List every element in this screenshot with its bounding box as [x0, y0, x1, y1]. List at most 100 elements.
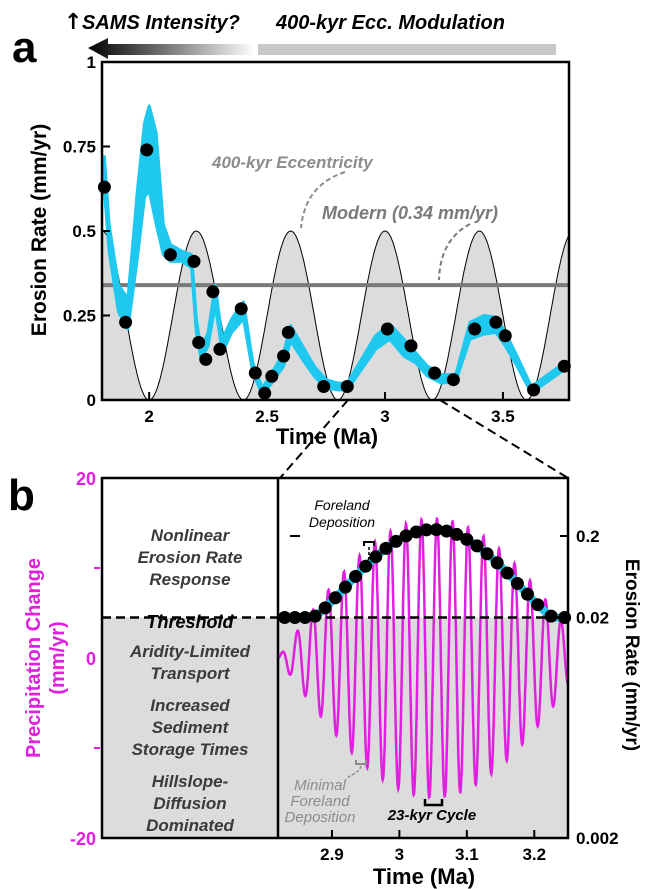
- lower-text-line: Dominated: [146, 816, 234, 835]
- erosion-point-b: [490, 556, 504, 570]
- lower-text-line: Storage Times: [132, 740, 249, 759]
- erosion-point-b: [389, 534, 403, 548]
- erosion-point-b: [359, 559, 373, 573]
- minimal-foreland-3: Deposition: [285, 809, 356, 826]
- y-tick-label: 0.75: [63, 138, 96, 157]
- x-tick-label-b: 3.1: [455, 845, 479, 864]
- erosion-point-b: [521, 587, 534, 601]
- foreland-bracket: [363, 541, 375, 546]
- zoom-line-left: [279, 399, 349, 479]
- erosion-point-b: [544, 609, 558, 623]
- x-tick-label: 2.5: [255, 407, 279, 426]
- y-tick-label: 1: [87, 53, 96, 72]
- modern-annotation: Modern (0.34 mm/yr): [322, 203, 498, 223]
- erosion-point-b: [430, 523, 443, 537]
- lower-text-line: Aridity-Limited: [129, 642, 251, 661]
- panel-b-frame: [100, 476, 570, 840]
- erosion-point: [428, 366, 442, 380]
- x-tick-label: 3.5: [491, 407, 515, 426]
- erosion-point-b: [470, 539, 484, 553]
- sams-arrow: [88, 38, 255, 59]
- erosion-point-b: [338, 580, 352, 594]
- cycle-label: 23-kyr Cycle: [387, 807, 476, 824]
- ecc-annotation: 400-kyr Eccentricity: [211, 153, 374, 172]
- erosion-point: [97, 180, 111, 194]
- erosion-point-b: [510, 577, 524, 590]
- panel-b-xlabel: Time (Ma): [373, 864, 475, 889]
- erosion-point: [119, 315, 133, 329]
- erosion-point: [163, 248, 177, 262]
- erosion-point-b: [318, 601, 332, 615]
- erosion-point: [206, 285, 220, 299]
- upper-text-line: Nonlinear: [151, 526, 231, 545]
- x-tick-label: 2: [144, 407, 153, 426]
- erosion-point-b: [349, 569, 363, 583]
- erosion-point: [498, 329, 512, 343]
- erosion-point: [140, 143, 154, 157]
- sams-intensity-text: SAMS Intensity?: [82, 12, 240, 34]
- lower-text-line: Sediment: [152, 718, 230, 737]
- x-tick-label: 3: [380, 407, 389, 426]
- y-tick-label: 0.25: [63, 307, 96, 326]
- modulation-bar: [258, 44, 556, 55]
- erosion-point: [527, 383, 541, 397]
- erosion-point-b: [500, 566, 514, 580]
- left-tick-label: -20: [70, 829, 96, 849]
- erosion-point-b: [288, 611, 302, 624]
- erosion-point-b: [531, 598, 545, 612]
- erosion-point-b: [450, 527, 464, 541]
- right-tick-label: 0.02: [576, 609, 609, 628]
- erosion-point-b: [440, 524, 454, 538]
- erosion-point: [265, 369, 279, 383]
- erosion-point-b: [379, 541, 393, 555]
- erosion-point: [192, 336, 206, 349]
- erosion-point-b: [409, 525, 423, 539]
- cycle-bracket: [423, 799, 444, 807]
- upper-text-line: Response: [149, 570, 230, 589]
- panel-b-label: b: [8, 471, 35, 520]
- panel-a-plot: 2 2.5 3 3.5 0 0.25 0.5 0.75 1: [63, 53, 571, 426]
- lower-text-line: Increased: [150, 696, 230, 715]
- minimal-foreland-1: Minimal: [294, 777, 346, 794]
- x-tick-label-b: 3: [395, 845, 404, 864]
- erosion-point: [213, 342, 227, 356]
- panel-a-ylabel: Erosion Rate (mm/yr): [28, 124, 51, 336]
- erosion-point: [281, 325, 295, 339]
- erosion-point: [187, 254, 201, 268]
- y-tick-label: 0: [87, 391, 96, 410]
- modern-leader-line: [438, 223, 471, 281]
- erosion-point: [317, 380, 331, 393]
- erosion-point: [446, 373, 460, 387]
- erosion-point: [468, 322, 482, 336]
- foreland-label-1: Foreland: [314, 497, 370, 513]
- right-tick-label: 0.2: [576, 527, 600, 546]
- erosion-point-b: [480, 547, 494, 561]
- erosion-point-b: [419, 523, 433, 537]
- panel-b-ylabel-right: Erosion Rate (mm/yr): [621, 559, 642, 751]
- erosion-point: [277, 349, 291, 363]
- erosion-point: [489, 315, 503, 329]
- upper-text-line: Erosion Rate: [138, 548, 243, 567]
- panel-b-ylabel-left-1: Precipitation Change: [23, 558, 45, 758]
- erosion-point-b: [328, 591, 342, 605]
- erosion-point-b: [399, 529, 413, 543]
- x-tick-label-b: 3.2: [522, 845, 546, 864]
- panel-b-plot: -20 0 20 0.002 0.02 0.2 2.9 3 3.1 3.2: [70, 469, 619, 864]
- lower-text-line: Transport: [150, 664, 230, 683]
- minimal-foreland-bracket: [355, 760, 367, 765]
- left-tick-label: 20: [76, 469, 96, 489]
- left-tick-label: 0: [86, 649, 96, 669]
- erosion-point: [380, 322, 394, 336]
- erosion-point: [258, 386, 272, 400]
- panel-a-label: a: [12, 23, 37, 72]
- erosion-point-b: [460, 532, 474, 546]
- panel-a-xlabel: Time (Ma): [276, 424, 378, 449]
- up-arrow-icon: ↑: [64, 10, 82, 35]
- ecc-leader-line: [300, 171, 346, 229]
- right-tick-label: 0.002: [576, 829, 619, 848]
- lower-text-line: Diffusion: [153, 794, 226, 813]
- panel-b-ylabel-left-2: (mm/yr): [47, 621, 69, 694]
- erosion-point: [557, 359, 571, 373]
- erosion-point: [234, 302, 248, 316]
